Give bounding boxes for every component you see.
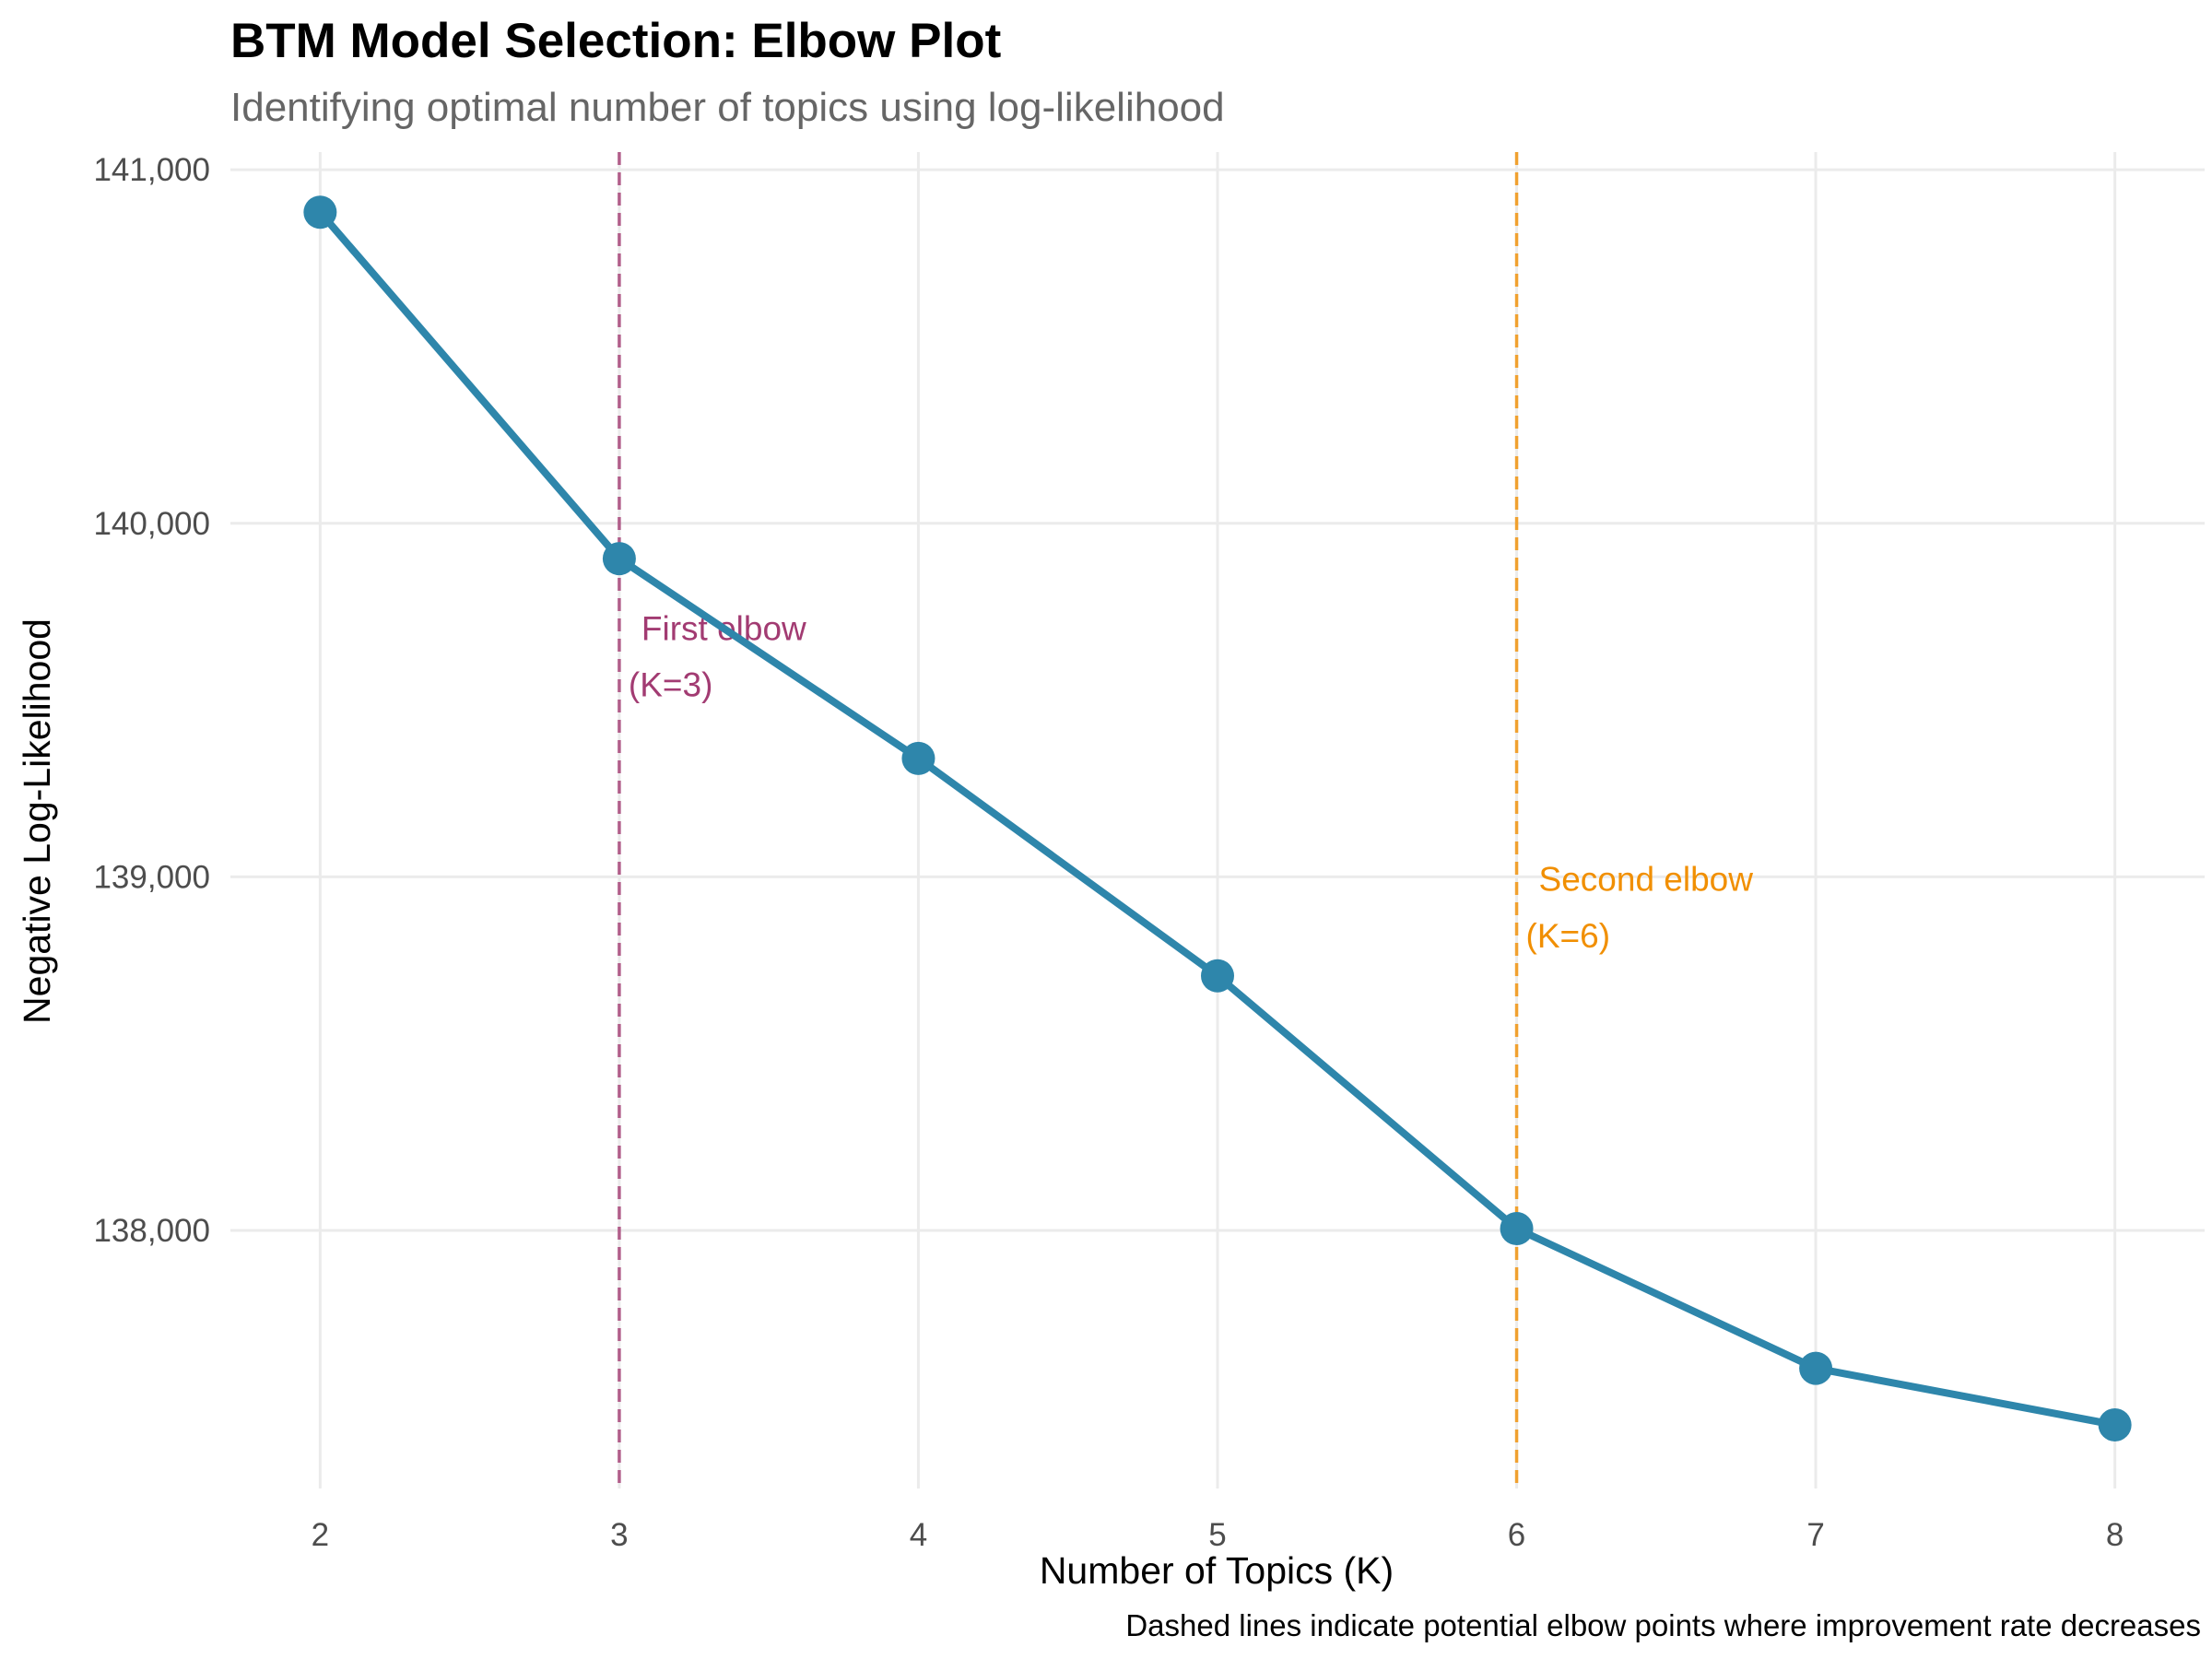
elbow-k-label: (K=3) — [629, 666, 713, 704]
data-point — [602, 542, 636, 576]
x-tick-label: 6 — [1508, 1517, 1525, 1553]
axis-ticks: 2 3 4 5 6 7 8 138,000 139,000 140,000 141,000 — [93, 152, 2124, 1553]
elbow-k-label: (K=6) — [1526, 917, 1611, 955]
x-tick-label: 5 — [1208, 1517, 1226, 1553]
y-tick-label: 139,000 — [93, 859, 210, 895]
x-tick-label: 4 — [910, 1517, 927, 1553]
x-tick-label: 2 — [312, 1517, 329, 1553]
x-tick-label: 3 — [610, 1517, 628, 1553]
y-axis-title: Negative Log-Likelihood — [16, 618, 58, 1024]
data-point — [1799, 1351, 1833, 1385]
data-point — [1201, 959, 1234, 993]
chart-caption: Dashed lines indicate potential elbow po… — [1125, 1608, 2201, 1642]
chart-title: BTM Model Selection: Elbow Plot — [230, 14, 1002, 68]
elbow-markers: First elbow(K=3)Second elbow(K=6) — [618, 152, 1754, 1488]
x-tick-label: 7 — [1806, 1517, 1824, 1553]
data-point — [901, 741, 935, 775]
grid-lines — [230, 152, 2205, 1488]
y-tick-label: 140,000 — [93, 506, 210, 542]
elbow-label: Second elbow — [1539, 861, 1754, 899]
x-tick-label: 8 — [2106, 1517, 2124, 1553]
data-point — [1500, 1212, 1534, 1246]
y-tick-label: 138,000 — [93, 1213, 210, 1249]
x-axis-title: Number of Topics (K) — [1040, 1549, 1394, 1592]
chart-subtitle: Identifying optimal number of topics usi… — [230, 85, 1225, 130]
data-series — [303, 195, 2132, 1441]
y-tick-label: 141,000 — [93, 152, 210, 188]
data-point — [2098, 1407, 2132, 1441]
data-point — [303, 195, 337, 229]
